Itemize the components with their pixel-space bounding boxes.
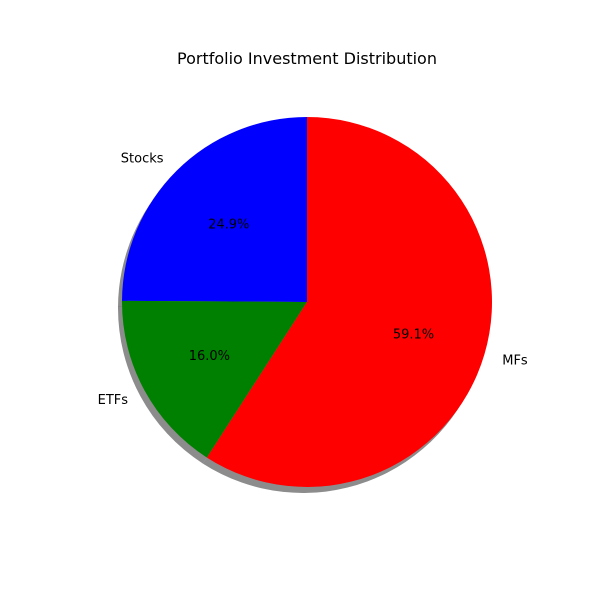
slice-label-mfs: MFs	[502, 353, 528, 368]
pie-slice-stocks	[122, 117, 307, 302]
slice-label-stocks: Stocks	[121, 152, 164, 167]
slice-label-etfs: ETFs	[98, 393, 129, 408]
slice-percent-mfs: 59.1%	[393, 327, 434, 342]
chart-title: Portfolio Investment Distribution	[177, 49, 437, 68]
slice-percent-etfs: 16.0%	[189, 349, 230, 364]
pie-slices	[122, 117, 492, 487]
slice-percent-stocks: 24.9%	[208, 217, 249, 232]
